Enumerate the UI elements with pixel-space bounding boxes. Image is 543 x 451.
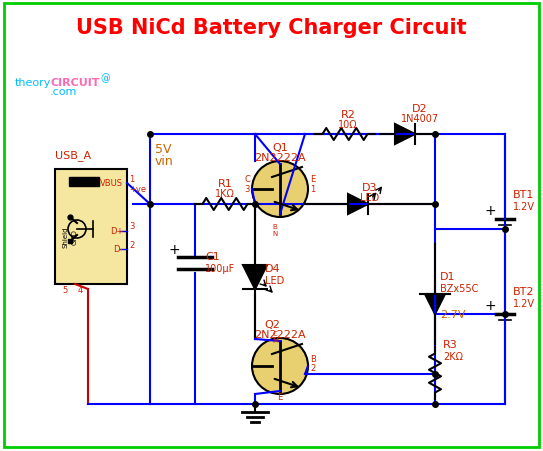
Text: C: C bbox=[244, 175, 250, 184]
Text: 1N4007: 1N4007 bbox=[401, 114, 439, 124]
Bar bbox=[69, 178, 99, 187]
Text: USB_A: USB_A bbox=[55, 150, 91, 161]
Text: 2.7V: 2.7V bbox=[440, 309, 465, 319]
Text: +: + bbox=[484, 299, 496, 312]
Polygon shape bbox=[348, 194, 368, 215]
Text: Shield: Shield bbox=[62, 226, 68, 248]
Text: 3: 3 bbox=[129, 222, 134, 231]
Text: D1: D1 bbox=[440, 272, 456, 281]
Text: 2N2222A: 2N2222A bbox=[254, 329, 306, 339]
Text: 2: 2 bbox=[129, 241, 134, 250]
Text: 4: 4 bbox=[77, 285, 83, 295]
Text: theory: theory bbox=[15, 78, 52, 88]
Circle shape bbox=[252, 161, 308, 217]
Text: 5V: 5V bbox=[155, 143, 172, 156]
Text: E: E bbox=[277, 392, 282, 401]
Text: +: + bbox=[484, 203, 496, 217]
Text: C1: C1 bbox=[205, 252, 220, 262]
Text: LED: LED bbox=[361, 193, 380, 202]
Text: 1: 1 bbox=[310, 184, 315, 193]
Bar bbox=[55, 170, 127, 285]
Text: CIRCUIT: CIRCUIT bbox=[50, 78, 99, 88]
Text: 1KΩ: 1KΩ bbox=[215, 189, 235, 198]
Text: @: @ bbox=[100, 73, 110, 83]
Text: 5: 5 bbox=[62, 285, 68, 295]
Text: vin: vin bbox=[155, 155, 174, 168]
Text: LED: LED bbox=[265, 276, 284, 285]
Text: D2: D2 bbox=[412, 104, 428, 114]
Text: D-: D- bbox=[113, 245, 123, 254]
Text: Q2: Q2 bbox=[264, 319, 280, 329]
Text: Q1: Q1 bbox=[272, 143, 288, 152]
Text: BT1: BT1 bbox=[513, 189, 534, 199]
Text: GND: GND bbox=[72, 229, 78, 245]
Text: 1.2V: 1.2V bbox=[513, 202, 535, 212]
Text: 2KΩ: 2KΩ bbox=[443, 351, 463, 361]
Text: 2: 2 bbox=[310, 363, 315, 372]
Text: R1: R1 bbox=[218, 179, 232, 189]
Text: .com: .com bbox=[50, 87, 77, 97]
Text: 1: 1 bbox=[129, 175, 134, 184]
Text: BZx55C: BZx55C bbox=[440, 283, 478, 293]
Text: B
N: B N bbox=[273, 224, 277, 236]
Polygon shape bbox=[243, 265, 267, 290]
Text: VBUS: VBUS bbox=[100, 179, 123, 188]
Polygon shape bbox=[425, 295, 445, 314]
Text: B: B bbox=[310, 354, 316, 363]
Text: 3: 3 bbox=[245, 184, 250, 193]
Text: D+: D+ bbox=[110, 227, 123, 236]
Text: R3: R3 bbox=[443, 339, 458, 349]
Polygon shape bbox=[395, 125, 415, 145]
Text: USB NiCd Battery Charger Circuit: USB NiCd Battery Charger Circuit bbox=[75, 18, 466, 38]
Text: 2N2222A: 2N2222A bbox=[254, 152, 306, 163]
Text: 100μF: 100μF bbox=[205, 263, 235, 273]
Text: E: E bbox=[310, 175, 315, 184]
Text: 10Ω: 10Ω bbox=[338, 120, 358, 130]
Text: R2: R2 bbox=[340, 110, 356, 120]
Text: 1.2V: 1.2V bbox=[513, 299, 535, 308]
Text: D4: D4 bbox=[265, 263, 281, 273]
Circle shape bbox=[252, 338, 308, 394]
Text: +: + bbox=[168, 243, 180, 257]
Text: D3: D3 bbox=[362, 183, 378, 193]
Text: BT2: BT2 bbox=[513, 286, 534, 296]
Text: C
M: C M bbox=[272, 330, 278, 343]
Text: +ve: +ve bbox=[129, 185, 146, 194]
